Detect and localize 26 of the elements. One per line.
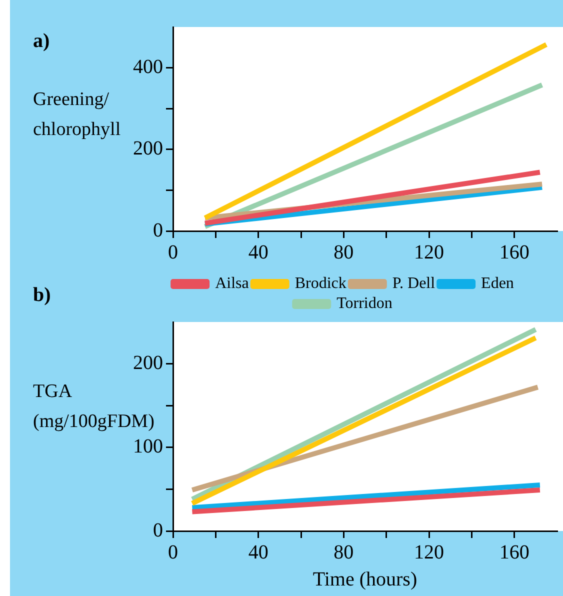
chart-title: b) — [33, 284, 51, 307]
x-tick-label: 0 — [168, 541, 178, 564]
x-tick-label: 0 — [168, 241, 178, 264]
y-axis-title: TGA (mg/100gFDM) — [33, 380, 154, 434]
x-tick-label: 120 — [414, 541, 444, 564]
legend-label: Torridon — [336, 295, 392, 312]
x-tick-label: 160 — [499, 241, 530, 264]
y-tick-label: 200 — [133, 138, 163, 160]
y-tick-label: 0 — [153, 219, 163, 242]
y-tick-label: 0 — [153, 519, 163, 542]
x-tick-label: 160 — [499, 541, 530, 564]
y-tick-label: 200 — [133, 352, 163, 374]
legend-label: Brodick — [294, 275, 346, 292]
legend-label: Ailsa — [215, 275, 249, 292]
y-tick-label: 400 — [133, 56, 163, 78]
legend-label: Eden — [481, 275, 514, 292]
x-tick-label: 80 — [334, 241, 354, 264]
y-tick-label: 100 — [133, 436, 163, 458]
y-axis-title: Greening/ chlorophyll — [33, 88, 121, 142]
x-tick-label: 40 — [248, 541, 268, 564]
x-axis-title: Time (hours) — [312, 568, 418, 590]
chart-title: a) — [33, 30, 50, 53]
legend-label: P. Dell — [392, 275, 436, 292]
x-tick-label: 80 — [334, 541, 354, 564]
x-tick-label: 40 — [248, 241, 268, 264]
x-tick-label: 120 — [414, 241, 444, 264]
